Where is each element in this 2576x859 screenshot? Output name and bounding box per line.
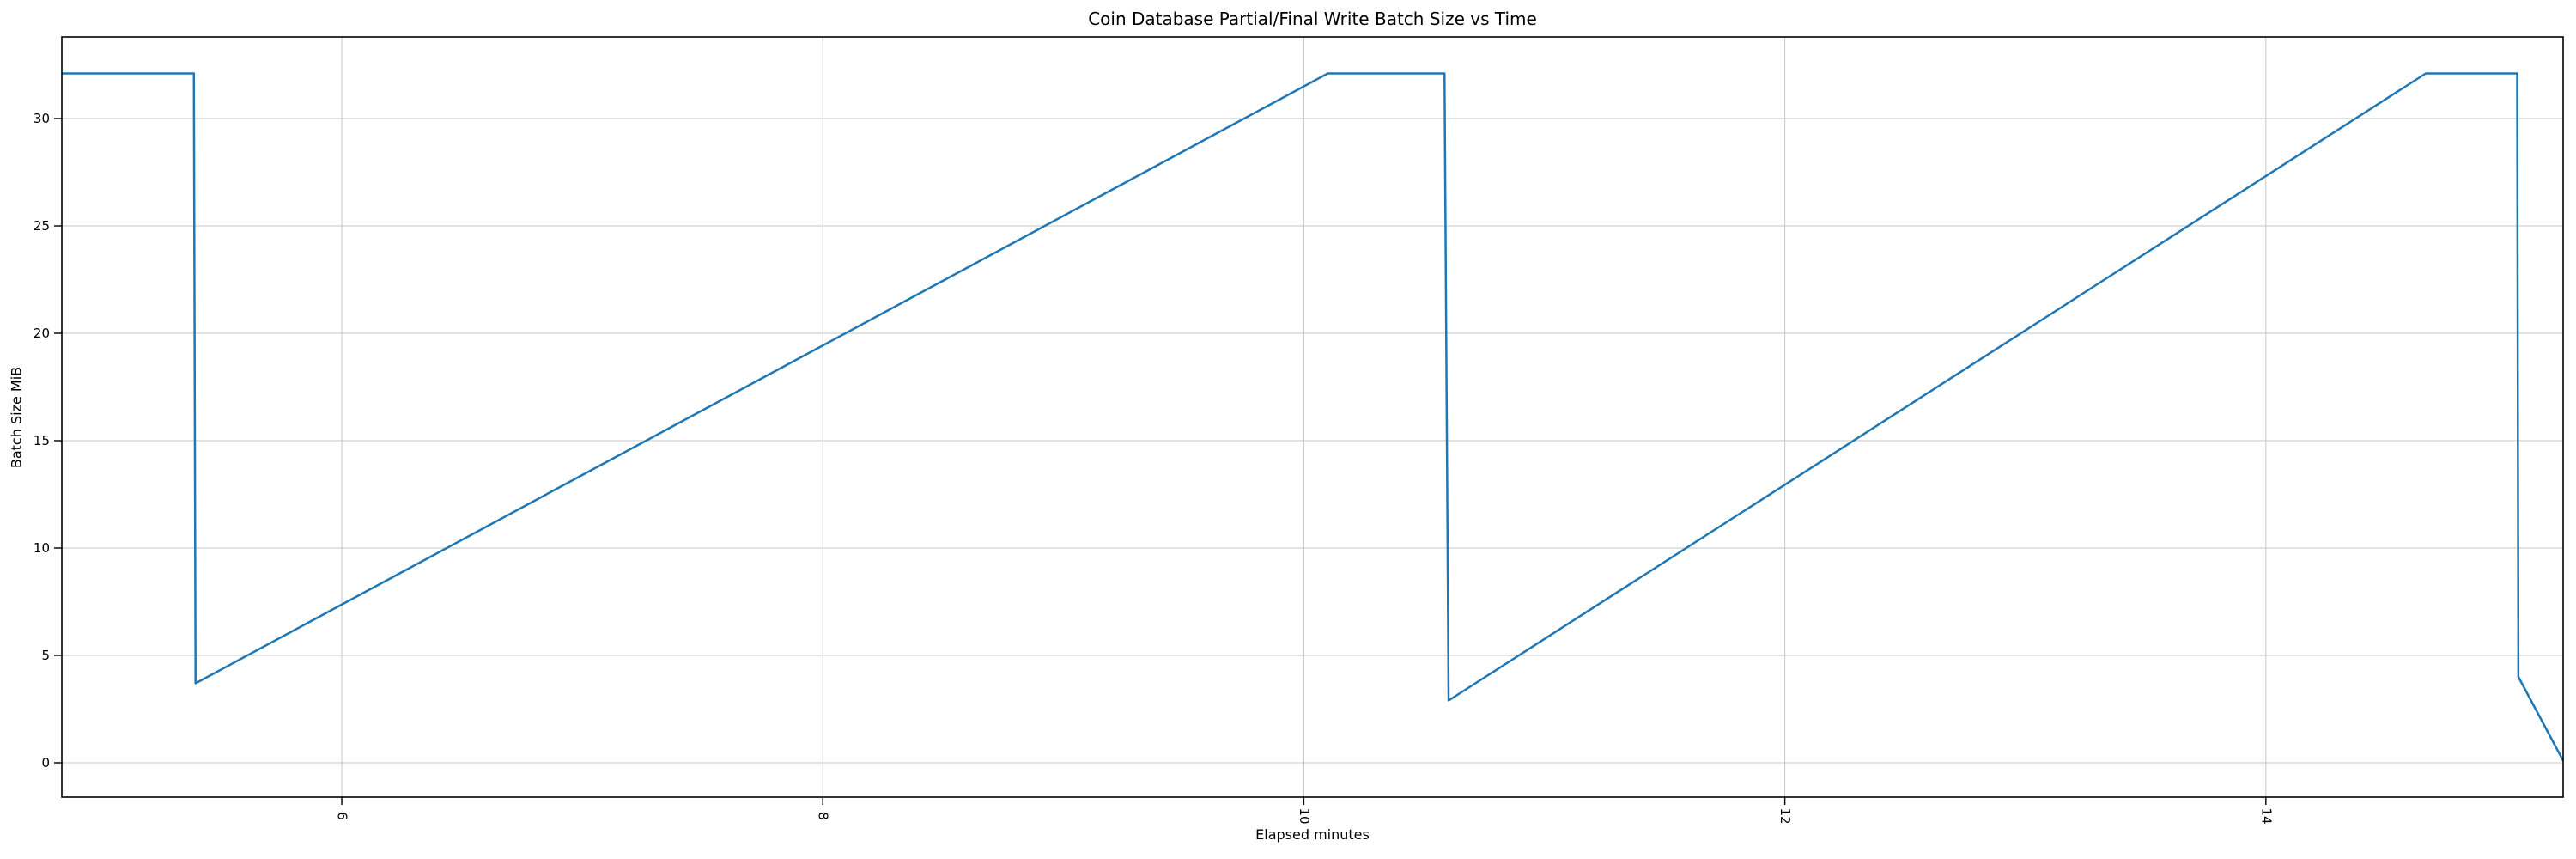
y-tick-label: 25 (33, 218, 50, 234)
y-tick-label: 30 (33, 111, 50, 126)
x-tick-label: 8 (816, 812, 831, 820)
x-tick-label: 12 (1777, 807, 1793, 824)
y-tick-label: 15 (33, 433, 50, 448)
y-tick-label: 5 (41, 648, 50, 663)
plot-border (61, 36, 2564, 798)
y-tick-label: 20 (33, 326, 50, 341)
x-tick-label: 10 (1297, 807, 1312, 824)
x-tick-label: 6 (335, 812, 350, 820)
series-line-write-batch-size-MiB (62, 72, 2565, 762)
y-tick-label: 10 (33, 540, 50, 556)
x-tick-label: 14 (2258, 807, 2274, 824)
y-axis-label: Batch Size MiB (8, 366, 25, 469)
x-axis-label: Elapsed minutes (1255, 826, 1370, 843)
y-tick-label: 0 (41, 755, 50, 771)
chart-title: Coin Database Partial/Final Write Batch … (1088, 9, 1537, 29)
